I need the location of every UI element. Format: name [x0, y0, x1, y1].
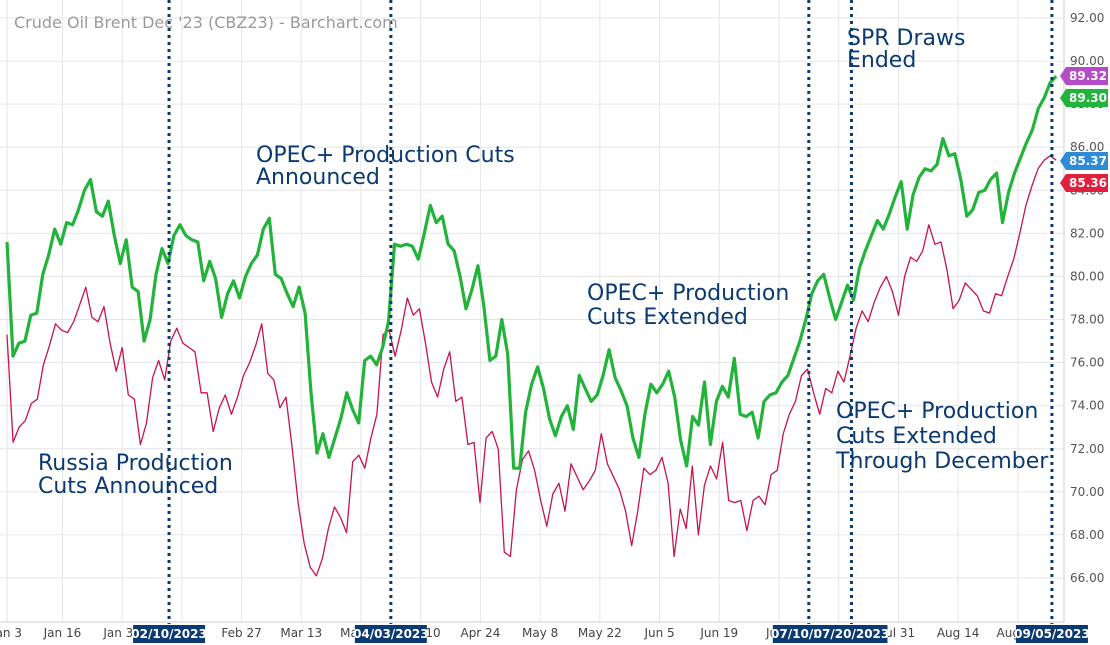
x-tick-label: Mar 13	[280, 626, 322, 640]
last-price-value: 85.37	[1069, 154, 1107, 168]
marker-date-labels: 02/10/2023 04/03/2023 07/10/202307/20/2023…	[131, 625, 1090, 643]
annotation-opec-december: OPEC+ Production Cuts Extended Through D…	[835, 399, 1049, 474]
last-price-value: 89.32	[1069, 69, 1107, 83]
y-tick-label: 92.00	[1070, 11, 1104, 25]
chart-title: Crude Oil Brent Dec '23 (CBZ23) - Barcha…	[14, 13, 398, 32]
series-lines	[5, 75, 1058, 577]
x-tick-label: Jun 19	[699, 626, 738, 640]
annotation-spr-ended: SPR Draws Ended	[847, 26, 972, 73]
event-date-label: 09/05/2023	[1014, 627, 1090, 641]
y-tick-label: 82.00	[1070, 226, 1104, 240]
annotation-russia: Russia Production Cuts Announced	[38, 451, 240, 499]
event-date-label: 02/10/2023	[131, 627, 207, 641]
x-tick-label: Jul 31	[881, 626, 916, 640]
y-tick-label: 86.00	[1070, 140, 1104, 154]
last-price-value: 85.36	[1069, 176, 1107, 190]
x-tick-label: Jan 16	[43, 626, 82, 640]
last-price-tag	[1060, 89, 1108, 107]
last-price-tag	[1060, 152, 1108, 170]
event-date-label: 04/03/2023	[353, 627, 429, 641]
x-tick-label: Aug 14	[937, 626, 980, 640]
last-price-tag	[1060, 67, 1108, 85]
event-date-box	[1015, 625, 1088, 643]
x-tick-label: May 8	[522, 626, 558, 640]
series-line-comparison	[6, 155, 1057, 577]
last-price-labels: 89.32 89.30 85.37 85.36	[1060, 67, 1108, 192]
last-price-tag	[1060, 174, 1108, 192]
event-date-box	[815, 625, 888, 643]
annotation-opec-extended: OPEC+ Production Cuts Extended	[587, 281, 796, 330]
y-tick-label: 78.00	[1070, 313, 1104, 327]
y-tick-label: 76.00	[1070, 356, 1104, 370]
last-price-value: 89.30	[1069, 91, 1107, 105]
y-tick-label: 70.00	[1070, 485, 1104, 499]
series-line-brent	[5, 75, 1058, 470]
vertical-markers	[167, 0, 1054, 624]
x-tick-label: Feb 27	[221, 626, 261, 640]
x-tick-label: Jan 3	[0, 626, 22, 640]
x-tick-label: Jun 5	[643, 626, 674, 640]
event-date-label: 07/20/2023	[814, 627, 890, 641]
y-tick-label: 90.00	[1070, 54, 1104, 68]
x-tick-label: May 22	[578, 626, 622, 640]
gridlines	[0, 0, 1065, 623]
x-tick-label: Apr 24	[460, 626, 500, 640]
annotation-opec-announced: OPEC+ Production Cuts Announced	[256, 143, 522, 190]
y-tick-label: 72.00	[1070, 442, 1104, 456]
y-tick-label: 66.00	[1070, 571, 1104, 585]
y-tick-label: 74.00	[1070, 399, 1104, 413]
y-tick-label: 80.00	[1070, 269, 1104, 283]
event-date-box	[354, 625, 427, 643]
x-tick-label: Jan 30	[102, 626, 141, 640]
y-tick-label: 68.00	[1070, 528, 1104, 542]
event-date-box	[133, 625, 206, 643]
